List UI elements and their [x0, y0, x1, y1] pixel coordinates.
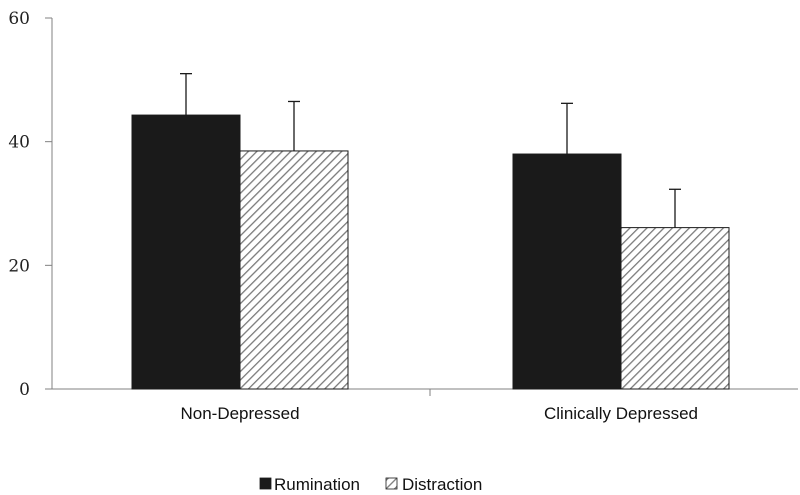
y-tick-labels: 0 20 40 60	[8, 9, 30, 400]
category-label: Non-Depressed	[180, 404, 299, 423]
legend-label-rumination: Rumination	[274, 475, 360, 494]
legend-swatch-distraction	[385, 477, 398, 490]
legend: Rumination Distraction	[259, 475, 482, 494]
bar-distraction-0	[239, 150, 349, 390]
y-tick-label: 60	[8, 9, 30, 29]
bar-distraction-1	[620, 227, 730, 390]
legend-swatch-rumination	[259, 477, 272, 490]
y-tick-label: 20	[8, 256, 30, 276]
bar-rumination-1	[512, 153, 622, 390]
legend-label-distraction: Distraction	[402, 475, 482, 494]
category-labels: Non-Depressed Clinically Depressed	[180, 404, 698, 423]
category-label: Clinically Depressed	[544, 404, 698, 423]
error-bars	[180, 73, 681, 228]
y-tick-label: 40	[8, 133, 30, 153]
bar-rumination-0	[131, 114, 241, 390]
bars	[131, 114, 730, 390]
y-tick-label: 0	[19, 380, 30, 400]
